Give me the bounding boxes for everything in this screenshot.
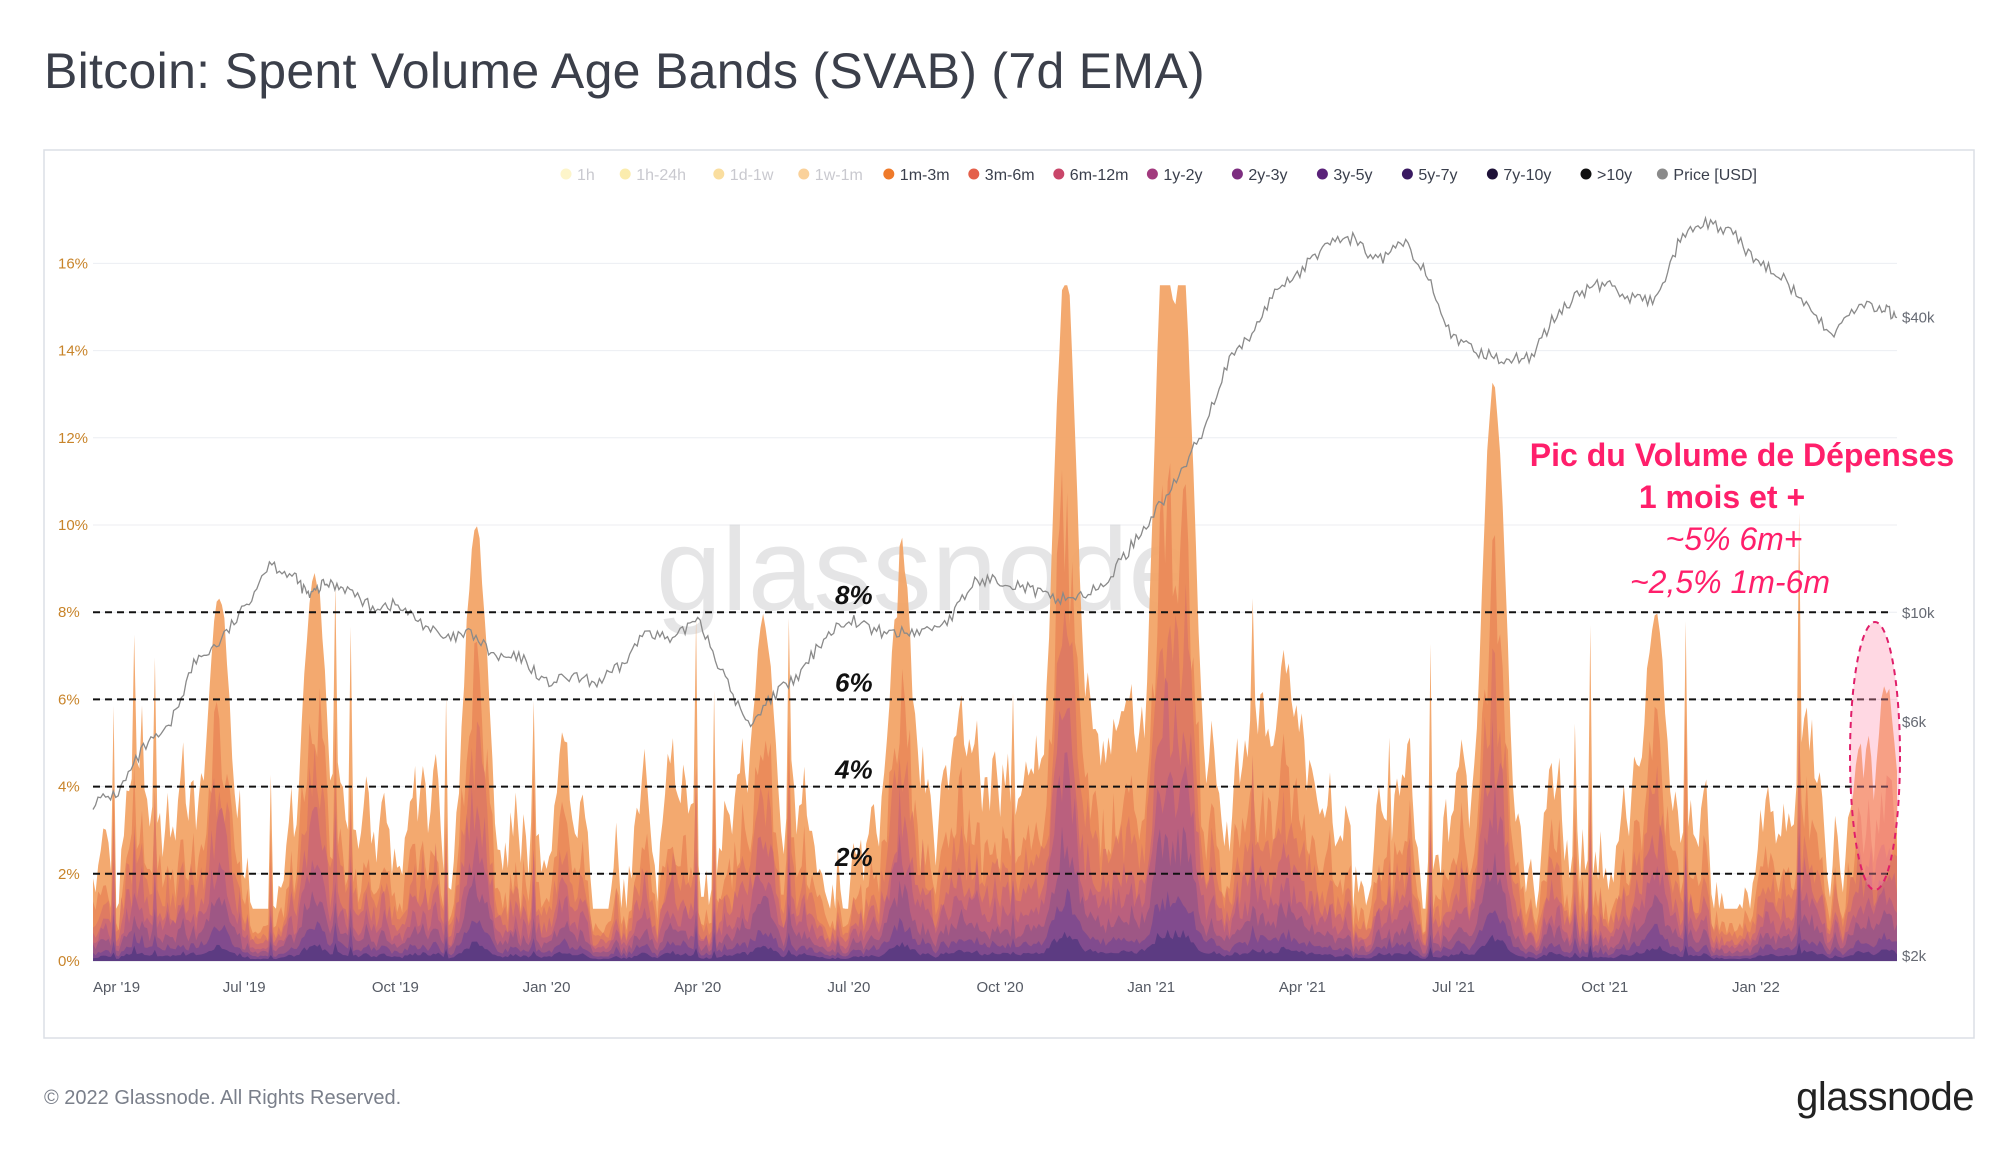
watermark: glassnode: [656, 504, 1194, 636]
legend-item-0: 1h: [560, 167, 595, 184]
band-area-5: [93, 826, 1897, 961]
legend-label: 1h-24h: [636, 167, 686, 184]
y-axis-left: 0% 2% 4% 6% 8% 10% 12% 14% 16%: [58, 255, 88, 970]
x-tick-label: Jul '20: [827, 979, 870, 996]
legend-dot: [1656, 168, 1668, 180]
legend-item-3: 1w-1m: [798, 167, 863, 184]
footer-logo: glassnode: [1796, 1075, 1974, 1119]
legend-item-12: >10y: [1580, 167, 1632, 184]
y-tick-label: 4%: [58, 779, 80, 796]
legend-item-13: Price [USD]: [1656, 167, 1757, 184]
legend-label: 1h: [577, 167, 595, 184]
legend-label: 1d-1w: [730, 167, 774, 184]
y-right-tick-label: $2k: [1902, 948, 1927, 965]
legend-item-8: 2y-3y: [1231, 167, 1288, 184]
legend-item-10: 5y-7y: [1401, 167, 1458, 184]
y-tick-label: 6%: [58, 691, 80, 708]
annotation-line-4: ~2,5% 1m-6m: [1630, 564, 1830, 600]
x-tick-label: Jul '21: [1432, 979, 1475, 996]
legend-dot: [1316, 168, 1328, 180]
reference-lines: 8% 6% 4% 2%: [93, 580, 1893, 875]
y-tick-label: 10%: [58, 517, 88, 534]
band-area-0: [93, 285, 1897, 961]
x-tick-label: Jan '22: [1732, 979, 1780, 996]
ref-label-4: 4%: [834, 755, 873, 785]
legend-item-5: 3m-6m: [968, 167, 1035, 184]
price-line: [92, 215, 1898, 810]
age-band-areas: [93, 285, 1897, 961]
legend-dot: [1231, 168, 1243, 180]
ref-label-2: 2%: [834, 842, 873, 872]
legend-label: >10y: [1597, 167, 1632, 184]
y-right-tick-label: $6k: [1902, 714, 1927, 731]
legend: 1h 1h-24h 1d-1w 1w-1m 1m-3m 3m-6m 6m-12m 1y-2y 2…: [560, 167, 1757, 184]
legend-dot: [798, 168, 810, 180]
legend-label: 1w-1m: [815, 167, 863, 184]
highlight-ellipse: [1849, 621, 1901, 891]
y-tick-label: 0%: [58, 953, 80, 970]
legend-item-2: 1d-1w: [713, 167, 774, 184]
legend-dot: [883, 168, 895, 180]
x-tick-label: Apr '21: [1279, 979, 1326, 996]
legend-item-4: 1m-3m: [883, 167, 950, 184]
ref-label-6: 6%: [835, 667, 873, 697]
y-tick-label: 8%: [58, 604, 80, 621]
legend-label: 1m-3m: [900, 167, 950, 184]
legend-label: 3m-6m: [985, 167, 1035, 184]
legend-dot: [560, 168, 572, 180]
x-tick-label: Jan '21: [1127, 979, 1175, 996]
y-tick-label: 2%: [58, 866, 80, 883]
legend-dot: [713, 168, 725, 180]
y-right-tick-label: $10k: [1902, 605, 1935, 622]
legend-dot: [1486, 168, 1498, 180]
legend-label: 1y-2y: [1163, 167, 1202, 184]
legend-item-9: 3y-5y: [1316, 167, 1373, 184]
band-area-6: [93, 888, 1897, 961]
annotation-line-3: ~5% 6m+: [1666, 521, 1803, 557]
legend-dot: [1053, 168, 1065, 180]
footer-copyright: © 2022 Glassnode. All Rights Reserved.: [44, 1087, 402, 1109]
x-axis: Apr '19 Jul '19 Oct '19 Jan '20 Apr '20 Jul '…: [93, 979, 1780, 996]
y-tick-label: 16%: [58, 255, 88, 272]
legend-dot: [1401, 168, 1413, 180]
x-tick-label: Apr '20: [674, 979, 721, 996]
annotation: Pic du Volume de Dépenses 1 mois et + ~5…: [1530, 437, 1954, 600]
x-tick-label: Apr '19: [93, 979, 140, 996]
legend-item-11: 7y-10y: [1486, 167, 1551, 184]
y-tick-label: 14%: [58, 343, 88, 360]
band-area-7: [93, 929, 1897, 961]
ref-label-8: 8%: [835, 580, 873, 610]
chart-title: Bitcoin: Spent Volume Age Bands (SVAB) (…: [44, 43, 1205, 99]
x-tick-label: Jan '20: [523, 979, 571, 996]
legend-dot: [1580, 168, 1592, 180]
legend-label: 3y-5y: [1333, 167, 1372, 184]
legend-dot: [1146, 168, 1158, 180]
legend-label: 5y-7y: [1418, 167, 1457, 184]
band-area-4: [93, 752, 1897, 961]
legend-item-7: 1y-2y: [1146, 167, 1203, 184]
band-area-1: [93, 463, 1897, 961]
price-line-group: [92, 215, 1898, 810]
x-tick-label: Oct '19: [372, 979, 419, 996]
legend-label: Price [USD]: [1673, 167, 1757, 184]
legend-dot: [619, 168, 631, 180]
annotation-line-2: 1 mois et +: [1639, 479, 1805, 515]
y-axis-right: $2k $6k $10k $40k: [1902, 310, 1935, 965]
legend-label: 2y-3y: [1248, 167, 1287, 184]
legend-dot: [968, 168, 980, 180]
legend-item-6: 6m-12m: [1053, 167, 1128, 184]
y-right-tick-label: $40k: [1902, 310, 1935, 327]
x-tick-label: Oct '21: [1581, 979, 1628, 996]
legend-item-1: 1h-24h: [619, 167, 686, 184]
y-tick-label: 12%: [58, 430, 88, 447]
legend-label: 6m-12m: [1070, 167, 1129, 184]
x-tick-label: Oct '20: [977, 979, 1024, 996]
x-tick-label: Jul '19: [223, 979, 266, 996]
annotation-line-1: Pic du Volume de Dépenses: [1530, 437, 1954, 473]
legend-label: 7y-10y: [1503, 167, 1551, 184]
